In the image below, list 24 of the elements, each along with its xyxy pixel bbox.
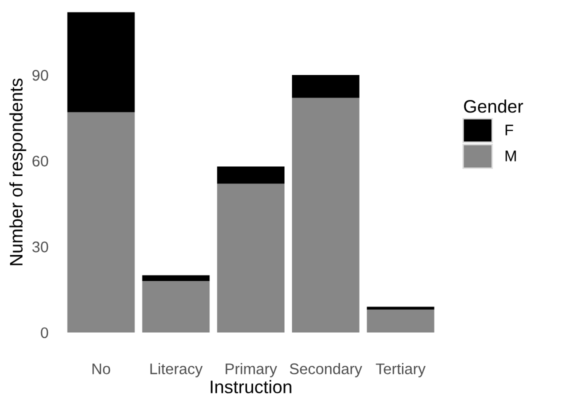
bar [292,98,360,332]
legend-title: Gender [464,100,524,113]
legend-label: F [506,124,514,136]
x-tick-label: Primary [226,363,278,378]
y-tick-label: 0 [40,327,48,338]
bar [67,112,135,332]
bar [366,310,434,332]
bar [292,75,360,98]
legend-label: M [506,150,516,162]
x-tick-label: No [92,364,110,374]
bar [67,12,135,112]
bar [217,184,284,332]
x-axis-title: Instruction [210,380,292,394]
bar [142,275,210,281]
x-tick-label: Tertiary [376,363,426,378]
y-tick-label: 90 [32,70,48,81]
bar [142,280,210,332]
x-tick-label: Secondary [290,363,362,378]
y-tick-label: 30 [32,242,48,252]
y-tick-label: 60 [32,156,48,167]
x-tick-label: Literacy [150,363,203,378]
y-axis-title: Number of respondents [9,78,26,266]
bar [217,166,284,184]
bar [366,306,434,310]
